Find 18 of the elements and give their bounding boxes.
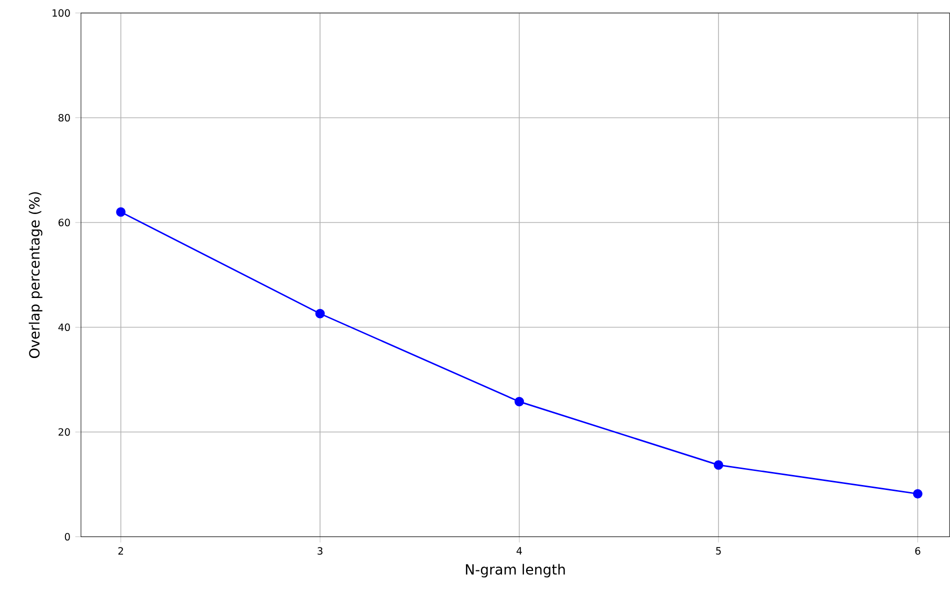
- point: [514, 397, 524, 406]
- point: [315, 309, 325, 318]
- point: [714, 460, 724, 470]
- y-tick-label: 80: [58, 114, 70, 122]
- y-tick-label: 0: [64, 533, 70, 541]
- x-tick-label: 5: [716, 547, 721, 555]
- point: [912, 489, 922, 499]
- y-tick-label: 20: [58, 428, 70, 436]
- point: [116, 207, 126, 217]
- x-tick-label: 2: [118, 547, 123, 555]
- x-tick-label: 6: [915, 547, 920, 555]
- y-axis-title: Overlap percentage (%): [28, 192, 42, 358]
- x-axis-title: N-gram length: [466, 564, 565, 578]
- x-tick-label: 3: [318, 547, 322, 555]
- y-tick-label: 60: [58, 218, 70, 226]
- x-tick-label: 4: [516, 547, 522, 555]
- y-tick-label: 40: [58, 324, 70, 332]
- y-tick-label: 100: [52, 9, 70, 17]
